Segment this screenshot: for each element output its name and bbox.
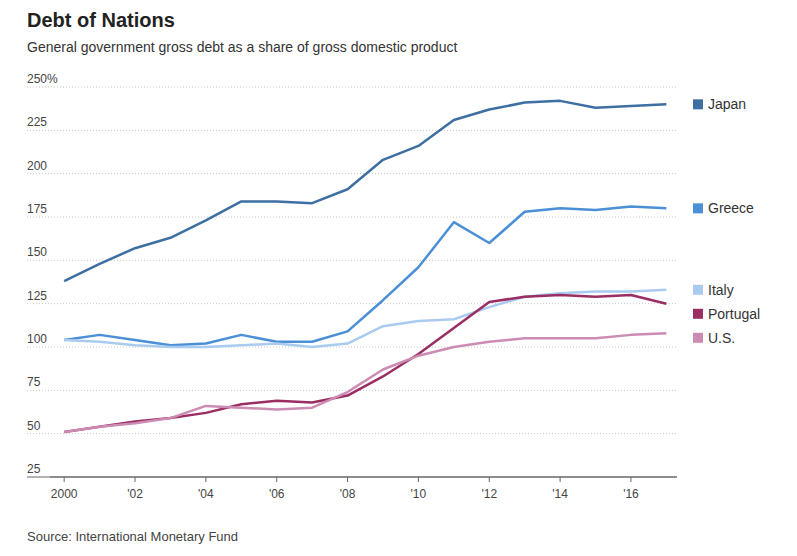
legend-label: Italy (708, 282, 734, 298)
y-tick-label: 225 (27, 115, 47, 129)
legend-swatch (693, 333, 703, 343)
grid-line (27, 433, 677, 434)
x-tick-label: '08 (340, 487, 356, 501)
x-tick-label: '02 (127, 487, 143, 501)
x-tick-label: 2000 (51, 487, 78, 501)
legend-label: Portugal (708, 306, 760, 322)
y-tick-label: 25 (27, 462, 41, 476)
legend-label: U.S. (708, 330, 735, 346)
x-tick-label: '10 (411, 487, 427, 501)
y-tick-label: 175 (27, 202, 47, 216)
grid-line (27, 130, 677, 131)
subtitle: General government gross debt as a share… (27, 39, 457, 55)
plot-area (64, 101, 666, 432)
x-tick (64, 477, 65, 482)
grid-line (27, 173, 677, 174)
series-line (64, 207, 666, 346)
y-axis-baseline (27, 477, 677, 478)
legend-swatch (693, 285, 703, 295)
x-tick-label: '06 (269, 487, 285, 501)
grid-line (27, 87, 677, 88)
grid-line (27, 347, 677, 348)
y-tick-label: 200 (27, 159, 47, 173)
x-tick-label: '14 (552, 487, 568, 501)
y-tick-label: 250% (27, 72, 58, 86)
series-line (64, 295, 666, 432)
x-tick (205, 477, 206, 482)
y-tick-label: 50 (27, 419, 41, 433)
title: Debt of Nations (27, 9, 175, 31)
grid-line (27, 217, 677, 218)
x-tick (418, 477, 419, 482)
x-tick (489, 477, 490, 482)
x-tick-label: '12 (481, 487, 497, 501)
x-tick-label: '04 (198, 487, 214, 501)
x-axis-line (50, 477, 677, 478)
x-tick (560, 477, 561, 482)
x-tick (630, 477, 631, 482)
series-line (64, 101, 666, 281)
x-tick (135, 477, 136, 482)
y-tick-label: 125 (27, 289, 47, 303)
y-tick-label: 100 (27, 332, 47, 346)
legend-swatch (693, 309, 703, 319)
grid-line (27, 260, 677, 261)
legend-swatch (693, 99, 703, 109)
legend-label: Japan (708, 96, 746, 112)
source: Source: International Monetary Fund (27, 529, 238, 544)
series-line (64, 333, 666, 432)
legend-swatch (693, 203, 703, 213)
x-tick-label: '16 (623, 487, 639, 501)
y-tick-label: 75 (27, 375, 41, 389)
x-tick (276, 477, 277, 482)
legend-label: Greece (708, 200, 754, 216)
x-tick (347, 477, 348, 482)
y-tick-label: 150 (27, 245, 47, 259)
grid-line (27, 303, 677, 304)
chart: Debt of Nations General government gross … (0, 0, 797, 556)
